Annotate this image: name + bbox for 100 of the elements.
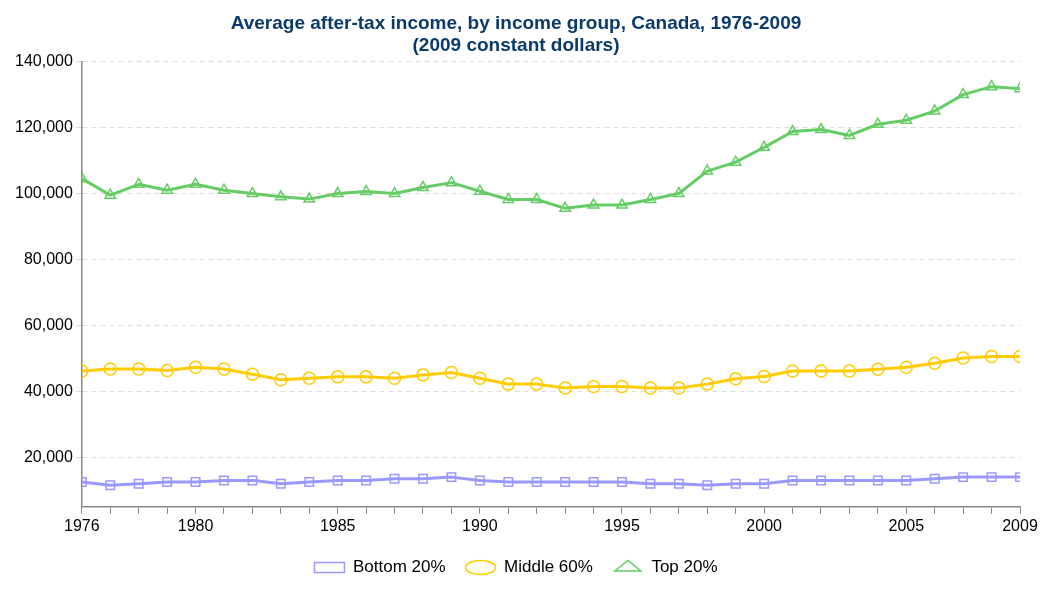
point [529,377,544,391]
point [644,192,657,204]
y-tick-label: 40,000 [23,381,73,399]
point [645,478,656,489]
y-tick-label: 120,000 [14,117,73,135]
point [984,349,999,364]
point [757,369,771,384]
chart-subtitle: (2009 constant dollars) [412,34,620,56]
point [901,475,912,486]
legend-label: Top 20% [651,557,718,577]
point [730,478,741,489]
point [502,192,515,204]
point [389,473,400,484]
point [247,475,258,486]
point [929,473,940,484]
x-tick-label: 1980 [177,516,214,534]
point [643,381,658,395]
point [104,188,117,199]
x-tick-label: 2009 [1002,516,1038,534]
point [332,475,343,486]
point [842,364,857,378]
point [586,379,601,394]
point [446,472,457,483]
point [729,155,742,166]
point [786,124,799,136]
point [275,478,286,489]
point [701,164,714,175]
point [587,198,600,209]
point [473,184,486,195]
point [190,477,201,488]
point [958,472,969,483]
y-tick-label: 140,000 [14,52,73,70]
point [702,480,713,491]
point [133,478,144,489]
point [105,480,116,491]
point [787,475,798,486]
point [188,360,203,375]
point [815,122,827,134]
point [785,364,800,378]
point [218,475,229,486]
point [330,370,345,384]
point [160,363,174,378]
point [359,370,373,384]
x-tick-label: 1995 [604,516,640,534]
point [246,186,259,198]
point [928,104,941,115]
point [900,113,913,125]
point [530,192,543,204]
point [245,367,260,381]
point [132,177,145,189]
point [559,201,572,213]
point [417,473,428,484]
x-tick-label: 1976 [64,516,100,534]
point [728,372,743,386]
legend-label: Middle 60% [504,557,593,577]
point [871,362,885,377]
point [189,177,202,189]
x-tick-label: 2000 [746,516,783,534]
point [872,475,883,486]
point [588,477,599,488]
point [331,186,344,198]
x-tick-label: 1985 [319,516,356,534]
point [131,362,146,376]
point [274,373,288,387]
point [503,477,514,488]
y-tick-label: 60,000 [23,315,73,333]
point [162,477,173,488]
point [217,362,231,376]
point [474,475,485,486]
point [700,377,715,391]
point [388,186,401,198]
point [672,381,686,395]
y-tick-label: 100,000 [14,183,73,201]
point [302,371,317,385]
point [617,477,627,488]
point [501,377,516,391]
point [759,478,770,489]
point [416,368,430,382]
point [986,472,997,483]
point [218,183,230,194]
point [473,371,487,385]
point [844,475,855,486]
x-tick-label: 1990 [462,516,498,534]
point [616,198,628,209]
point [444,365,459,380]
point [843,128,856,140]
point [387,371,402,385]
point [303,192,316,203]
x-tick-label: 2005 [888,516,925,534]
point [985,79,998,91]
point [758,140,771,152]
legend-label: Bottom 20% [352,557,446,577]
point [560,477,571,488]
point [445,175,458,187]
point [531,477,542,488]
point [361,475,372,486]
y-tick-label: 80,000 [23,249,73,267]
point [673,478,684,489]
point [103,362,118,376]
point [814,364,828,378]
